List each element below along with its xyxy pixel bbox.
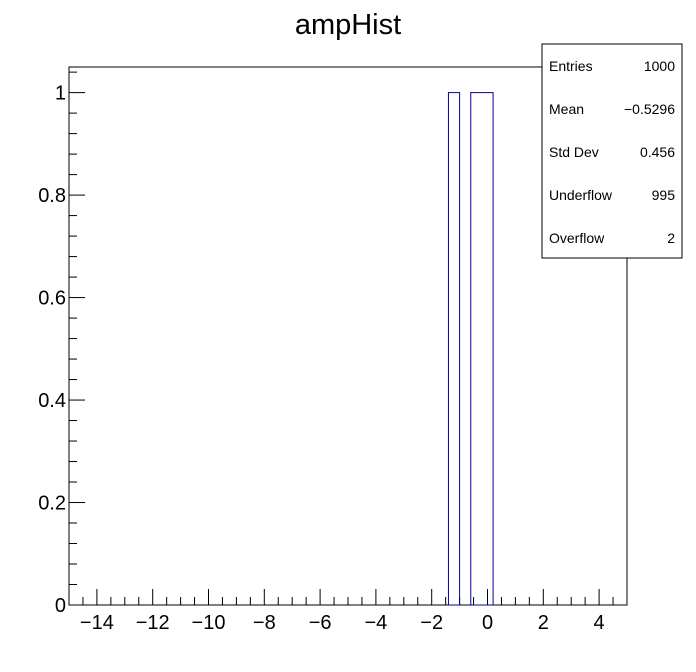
stats-value-std-dev: 0.456 [640,144,675,160]
histogram-bins [447,92,494,606]
y-tick-label: 0 [55,595,66,617]
stats-label-mean: Mean [549,101,584,117]
y-tick-label: 0.8 [38,185,66,207]
stats-label-overflow: Overflow [549,230,605,246]
stats-value-overflow: 2 [667,230,675,246]
x-tick-label: −12 [136,612,170,634]
stats-label-underflow: Underflow [549,187,613,203]
x-tick-label: −6 [309,612,332,634]
stats-value-mean: −0.5296 [624,101,675,117]
x-tick-label: −14 [80,612,114,634]
stats-value-underflow: 995 [652,187,676,203]
x-tick-label: 4 [594,612,605,634]
y-tick-label: 1 [55,83,66,105]
stats-box-frame [541,43,683,259]
x-tick-label: 0 [482,612,493,634]
x-axis: −14 −12 −10 −8 −6 −4 −2 0 2 4 [68,589,628,634]
stats-box: Entries 1000 Mean −0.5296 Std Dev 0.456 … [541,43,683,259]
stats-label-std-dev: Std Dev [549,144,599,160]
stats-value-entries: 1000 [644,58,675,74]
y-tick-label: 0.4 [38,390,66,412]
stats-label-entries: Entries [549,58,593,74]
x-tick-label: 2 [538,612,549,634]
x-tick-label: −8 [253,612,276,634]
x-tick-label: −4 [364,612,387,634]
y-tick-label: 0.6 [38,288,66,310]
x-tick-label: −2 [420,612,443,634]
y-tick-label: 0.2 [38,493,66,515]
y-axis: 0 0.2 0.4 0.6 0.8 1 [38,71,85,617]
histogram-bin [470,92,494,606]
chart-title: ampHist [295,9,401,41]
histogram-bin [447,92,461,606]
x-tick-label: −10 [192,612,226,634]
